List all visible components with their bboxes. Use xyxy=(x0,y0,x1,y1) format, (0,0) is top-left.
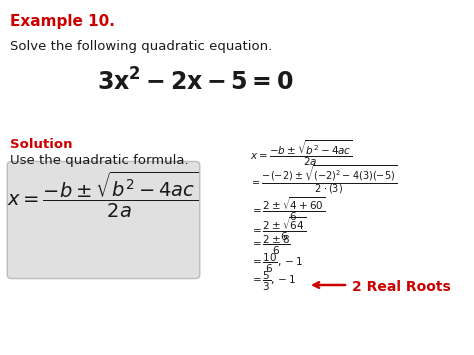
Text: $= \dfrac{-(-2) \pm \sqrt{(-2)^{2}-4(3)(-5)}}{2 \cdot (3)}$: $= \dfrac{-(-2) \pm \sqrt{(-2)^{2}-4(3)(… xyxy=(250,163,397,196)
Text: $x = \dfrac{-b \pm \sqrt{b^{2} - 4ac}}{2a}$: $x = \dfrac{-b \pm \sqrt{b^{2} - 4ac}}{2… xyxy=(8,170,199,220)
FancyBboxPatch shape xyxy=(7,162,200,279)
Text: Example 10.: Example 10. xyxy=(10,14,115,29)
Text: $= \dfrac{2 \pm \sqrt{64}}{6}$: $= \dfrac{2 \pm \sqrt{64}}{6}$ xyxy=(250,215,306,243)
Text: Solution: Solution xyxy=(10,138,73,151)
Text: $= \dfrac{2 \pm 8}{6}$: $= \dfrac{2 \pm 8}{6}$ xyxy=(250,234,291,257)
Text: $= \dfrac{5}{3}, -1$: $= \dfrac{5}{3}, -1$ xyxy=(250,270,296,293)
Text: $= \dfrac{10}{6}, -1$: $= \dfrac{10}{6}, -1$ xyxy=(250,252,303,275)
Text: $x = \dfrac{-b \pm \sqrt{b^{2}-4ac}}{2a}$: $x = \dfrac{-b \pm \sqrt{b^{2}-4ac}}{2a}… xyxy=(250,138,353,168)
Text: $= \dfrac{2 \pm \sqrt{4+60}}{6}$: $= \dfrac{2 \pm \sqrt{4+60}}{6}$ xyxy=(250,195,326,223)
Text: .: . xyxy=(56,138,60,151)
Text: Use the quadratic formula.: Use the quadratic formula. xyxy=(10,154,189,167)
Text: $\mathbf{3x^{2} - 2x - 5 = 0}$: $\mathbf{3x^{2} - 2x - 5 = 0}$ xyxy=(97,68,293,95)
Text: Solve the following quadratic equation.: Solve the following quadratic equation. xyxy=(10,40,272,53)
Text: 2 Real Roots: 2 Real Roots xyxy=(352,280,451,294)
